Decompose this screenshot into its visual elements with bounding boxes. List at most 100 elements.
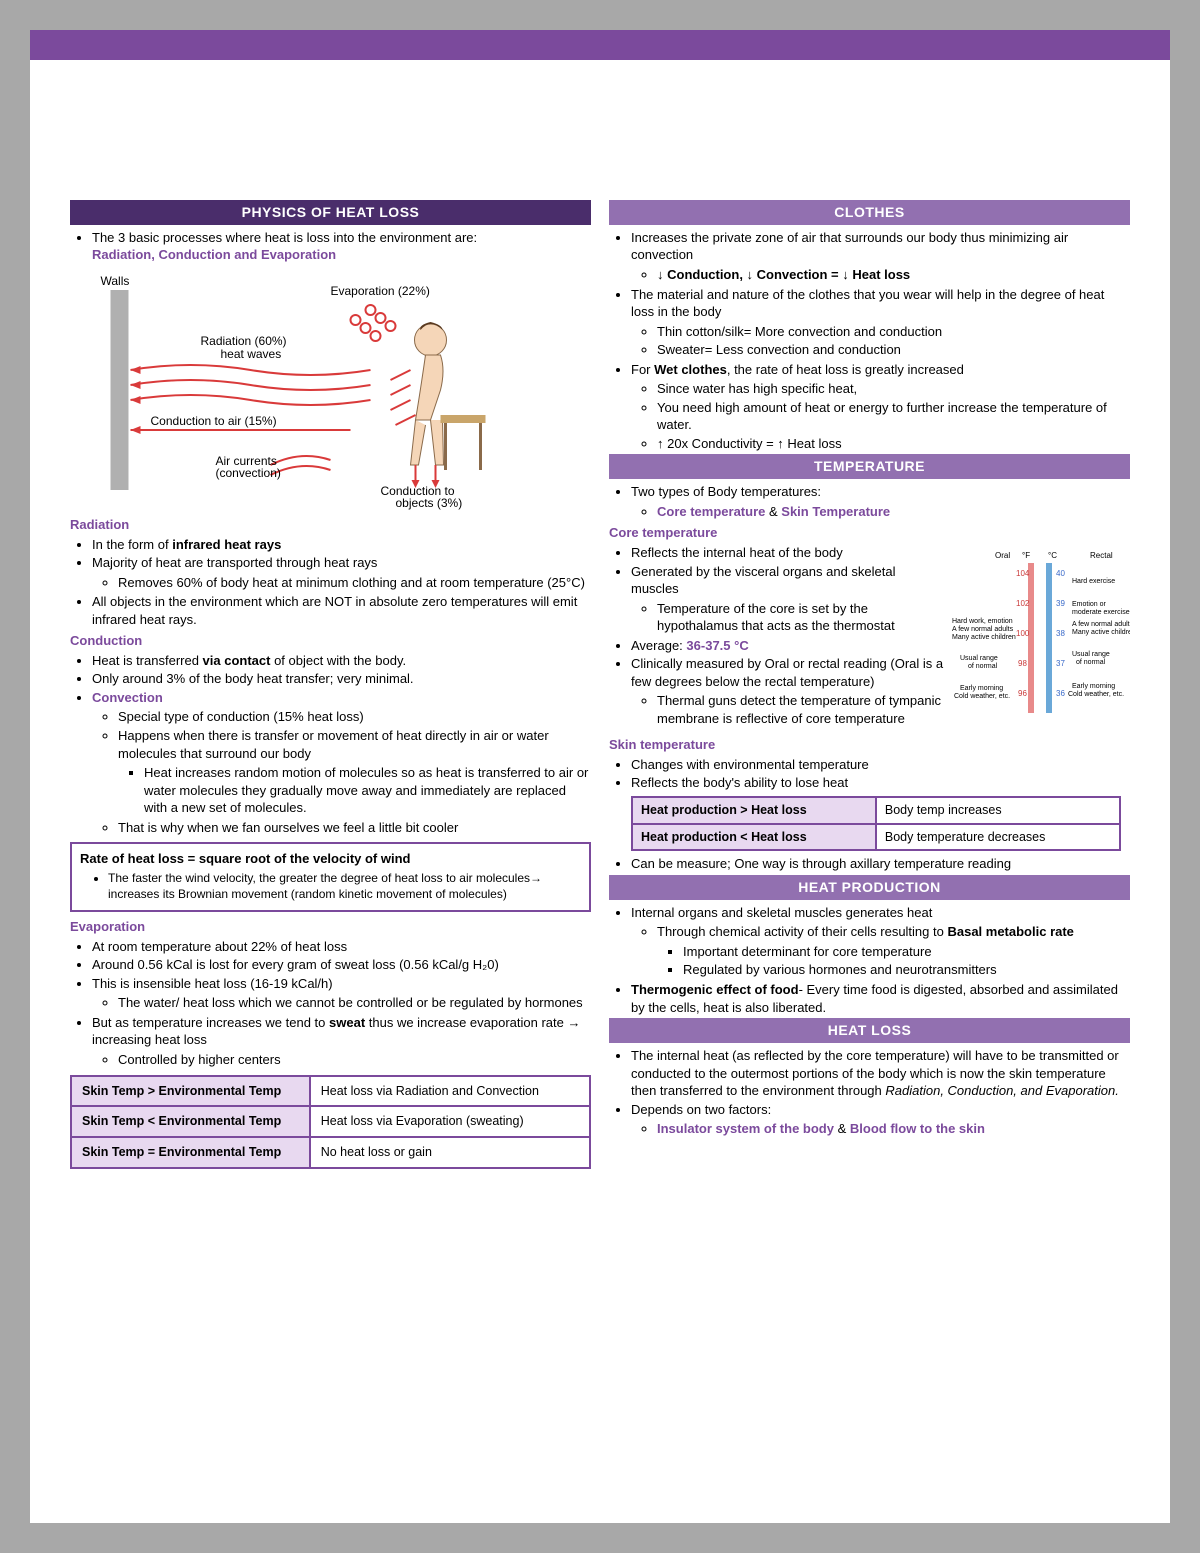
svg-text:104: 104 bbox=[1016, 569, 1030, 578]
page: PHYSICS OF HEAT LOSS The 3 basic process… bbox=[30, 30, 1170, 1523]
header-heat-production: HEAT PRODUCTION bbox=[609, 875, 1130, 900]
cell: Skin Temp > Environmental Temp bbox=[71, 1076, 310, 1107]
left-column: PHYSICS OF HEAT LOSS The 3 basic process… bbox=[70, 200, 591, 1175]
cell: Skin Temp = Environmental Temp bbox=[71, 1137, 310, 1168]
svg-text:100: 100 bbox=[1016, 629, 1030, 638]
skin-temp-table: Skin Temp > Environmental TempHeat loss … bbox=[70, 1075, 591, 1170]
evap-sub: The water/ heat loss which we cannot be … bbox=[118, 994, 591, 1012]
header-heat-loss: HEAT LOSS bbox=[609, 1018, 1130, 1043]
hloss-item: The internal heat (as reflected by the c… bbox=[631, 1047, 1130, 1100]
sub-radiation: Radiation bbox=[70, 516, 591, 534]
header-temperature: TEMPERATURE bbox=[609, 454, 1130, 479]
evap-item: At room temperature about 22% of heat lo… bbox=[92, 938, 591, 956]
svg-text:°C: °C bbox=[1048, 551, 1057, 560]
label-cond-air: Conduction to air (15%) bbox=[151, 414, 277, 428]
cond-conv: Convection Special type of conduction (1… bbox=[92, 689, 591, 836]
rad-sub: Removes 60% of body heat at minimum clot… bbox=[118, 574, 591, 592]
svg-text:A few normal adults: A few normal adults bbox=[952, 626, 1014, 633]
cell: Heat loss via Evaporation (sweating) bbox=[310, 1106, 590, 1137]
clothes-sub: ↓ Conduction, ↓ Convection = ↓ Heat loss bbox=[657, 266, 1130, 284]
wind-box: Rate of heat loss = square root of the v… bbox=[70, 842, 591, 912]
label-radiation2: heat waves bbox=[221, 347, 282, 361]
svg-text:moderate exercise: moderate exercise bbox=[1072, 609, 1130, 616]
svg-text:of normal: of normal bbox=[968, 663, 998, 670]
svg-text:Cold weather, etc.: Cold weather, etc. bbox=[1068, 691, 1124, 698]
svg-text:Early morning: Early morning bbox=[960, 685, 1003, 692]
clothes-item: Increases the private zone of air that s… bbox=[631, 229, 1130, 284]
svg-text:Cold weather, etc.: Cold weather, etc. bbox=[954, 693, 1010, 700]
cond-item: Only around 3% of the body heat transfer… bbox=[92, 670, 591, 688]
conv-tail: That is why when we fan ourselves we fee… bbox=[118, 819, 591, 837]
svg-text:96: 96 bbox=[1018, 689, 1027, 698]
cell: Heat production < Heat loss bbox=[632, 824, 876, 851]
hprod-sub2: Important determinant for core temperatu… bbox=[683, 943, 1130, 961]
skin-item: Reflects the body's ability to lose heat bbox=[631, 774, 1130, 792]
hprod-sub: Through chemical activity of their cells… bbox=[657, 923, 1130, 979]
rad-item: All objects in the environment which are… bbox=[92, 593, 591, 628]
clothes-sub: Since water has high specific heat, bbox=[657, 380, 1130, 398]
clothes-sub: Thin cotton/silk= More convection and co… bbox=[657, 323, 1130, 341]
clothes-item: For Wet clothes, the rate of heat loss i… bbox=[631, 361, 1130, 453]
svg-text:Usual range: Usual range bbox=[960, 655, 998, 662]
svg-text:Early morning: Early morning bbox=[1072, 683, 1115, 690]
hloss-item: Depends on two factors: Insulator system… bbox=[631, 1101, 1130, 1138]
box-body: The faster the wind velocity, the greate… bbox=[108, 870, 581, 902]
svg-text:Emotion or: Emotion or bbox=[1072, 601, 1107, 608]
label-walls: Walls bbox=[101, 274, 130, 288]
heat-loss-diagram: Walls Radiation (60%) heat waves Conduct… bbox=[70, 270, 591, 510]
svg-text:A few normal adults: A few normal adults bbox=[1072, 621, 1130, 628]
label-evap: Evaporation (22%) bbox=[331, 284, 430, 298]
svg-text:38: 38 bbox=[1056, 629, 1065, 638]
svg-text:Many active children: Many active children bbox=[952, 634, 1016, 641]
evap-sub: Controlled by higher centers bbox=[118, 1051, 591, 1069]
evap-item: But as temperature increases we tend to … bbox=[92, 1014, 591, 1069]
conv-item: Special type of conduction (15% heat los… bbox=[118, 708, 591, 726]
skin-item: Changes with environmental temperature bbox=[631, 756, 1130, 774]
svg-text:37: 37 bbox=[1056, 659, 1065, 668]
svg-text:98: 98 bbox=[1018, 659, 1027, 668]
sub-core: Core temperature bbox=[609, 524, 1130, 542]
label-air-curr2: (convection) bbox=[216, 466, 281, 480]
top-banner bbox=[30, 30, 1170, 60]
thermometer-chart: Oral °F °C Rectal 104 102 100 98 96 40 3… bbox=[950, 548, 1130, 728]
svg-text:39: 39 bbox=[1056, 599, 1065, 608]
svg-text:Hard work, emotion: Hard work, emotion bbox=[952, 618, 1013, 625]
intro-line: The 3 basic processes where heat is loss… bbox=[92, 229, 591, 264]
right-column: CLOTHES Increases the private zone of ai… bbox=[609, 200, 1130, 1175]
cell: Skin Temp < Environmental Temp bbox=[71, 1106, 310, 1137]
cond-item: Heat is transferred via contact of objec… bbox=[92, 652, 591, 670]
header-clothes: CLOTHES bbox=[609, 200, 1130, 225]
box-head: Rate of heat loss = square root of the v… bbox=[80, 850, 581, 868]
content-columns: PHYSICS OF HEAT LOSS The 3 basic process… bbox=[30, 60, 1170, 1205]
hloss-sub: Insulator system of the body & Blood flo… bbox=[657, 1120, 1130, 1138]
heat-prod-loss-table: Heat production > Heat lossBody temp inc… bbox=[631, 796, 1121, 852]
clothes-sub: ↑ 20x Conductivity = ↑ Heat loss bbox=[657, 435, 1130, 453]
conv-item: Happens when there is transfer or moveme… bbox=[118, 727, 591, 817]
conv-sub: Heat increases random motion of molecule… bbox=[144, 764, 591, 817]
cell: Heat loss via Radiation and Convection bbox=[310, 1076, 590, 1107]
svg-text:Many active children: Many active children bbox=[1072, 629, 1130, 636]
hprod-sub2: Regulated by various hormones and neurot… bbox=[683, 961, 1130, 979]
sub-skin: Skin temperature bbox=[609, 736, 1130, 754]
rad-item: Majority of heat are transported through… bbox=[92, 554, 591, 591]
svg-text:102: 102 bbox=[1016, 599, 1030, 608]
svg-text:°F: °F bbox=[1022, 551, 1030, 560]
sub-evaporation: Evaporation bbox=[70, 918, 591, 936]
svg-text:Oral: Oral bbox=[995, 551, 1010, 560]
hprod-item: Internal organs and skeletal muscles gen… bbox=[631, 904, 1130, 979]
svg-text:Hard exercise: Hard exercise bbox=[1072, 578, 1115, 585]
cell: No heat loss or gain bbox=[310, 1137, 590, 1168]
cell: Body temperature decreases bbox=[876, 824, 1120, 851]
temp-intro: Two types of Body temperatures: Core tem… bbox=[631, 483, 1130, 520]
header-physics: PHYSICS OF HEAT LOSS bbox=[70, 200, 591, 225]
svg-text:of normal: of normal bbox=[1076, 659, 1106, 666]
sub-conduction: Conduction bbox=[70, 632, 591, 650]
label-radiation: Radiation (60%) bbox=[201, 334, 287, 348]
svg-text:40: 40 bbox=[1056, 569, 1065, 578]
svg-text:Usual range: Usual range bbox=[1072, 651, 1110, 658]
evap-item: Around 0.56 kCal is lost for every gram … bbox=[92, 956, 591, 974]
hprod-item: Thermogenic effect of food- Every time f… bbox=[631, 981, 1130, 1016]
cell: Body temp increases bbox=[876, 797, 1120, 824]
svg-text:Rectal: Rectal bbox=[1090, 551, 1113, 560]
temp-types: Core temperature & Skin Temperature bbox=[657, 503, 1130, 521]
